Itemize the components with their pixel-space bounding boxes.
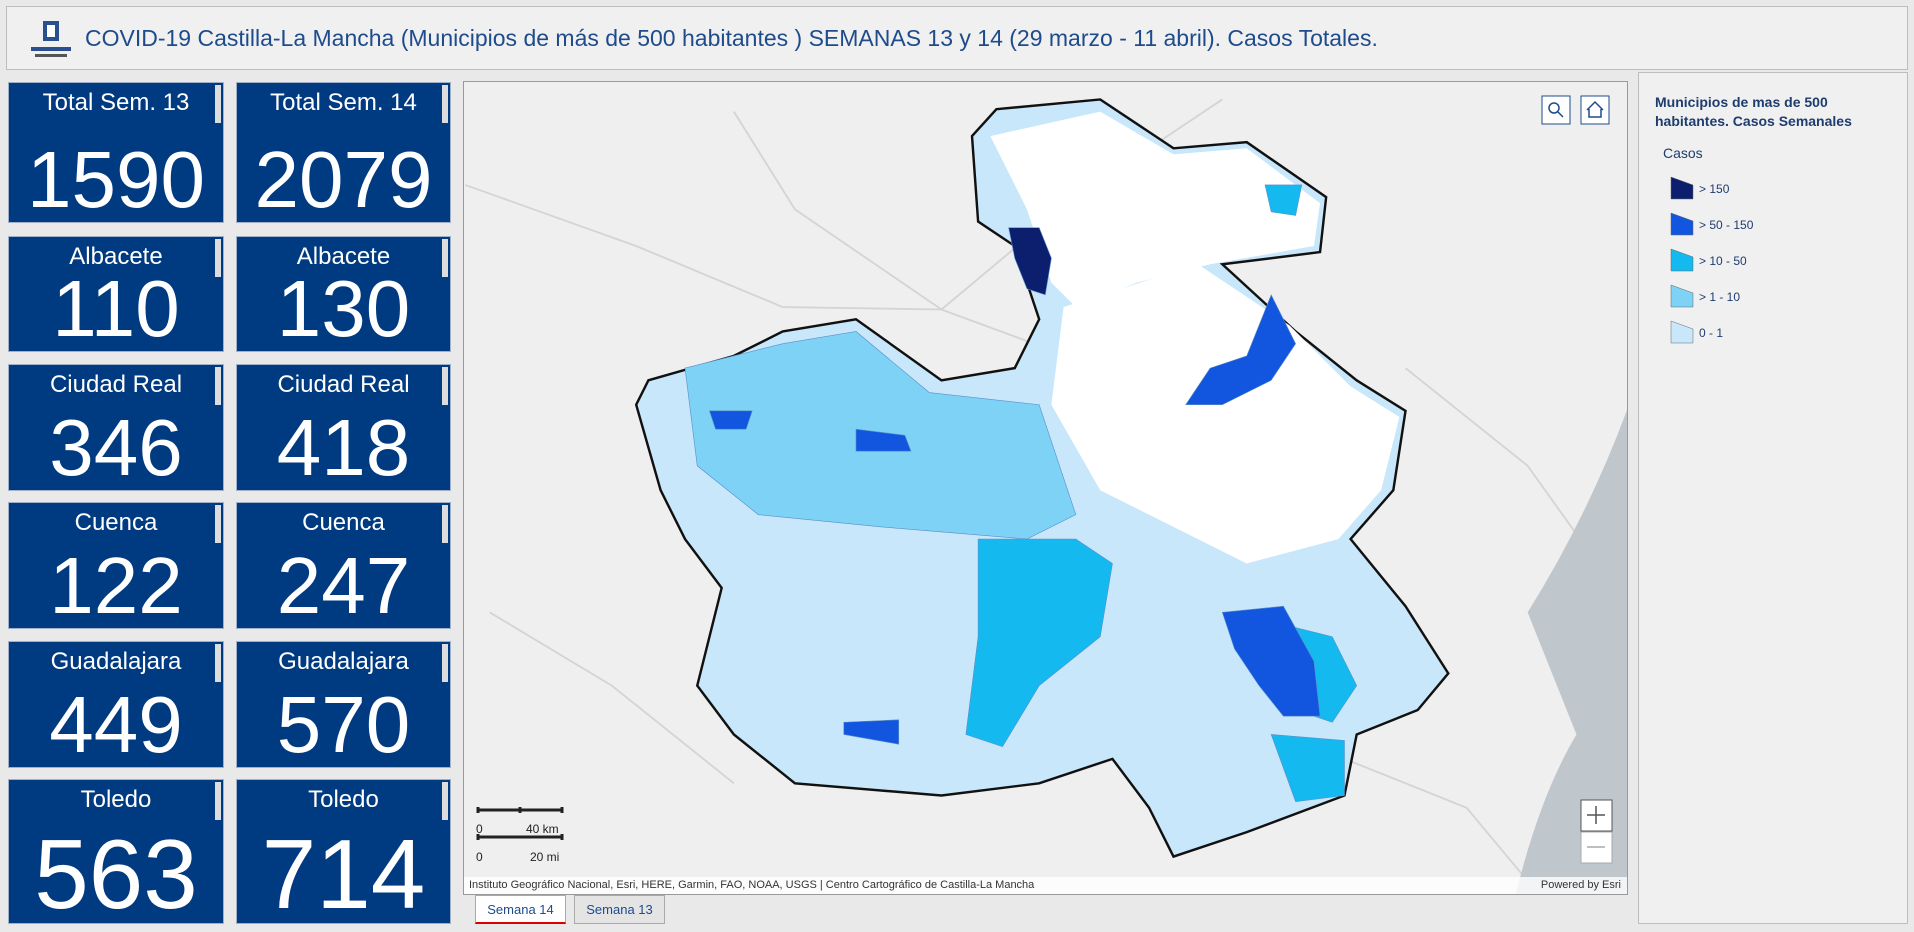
indicator-card: Ciudad Real 418 xyxy=(236,364,451,491)
indicator-value: 130 xyxy=(276,264,411,352)
scale-label: 20 mi xyxy=(530,850,560,864)
legend-label: 0 - 1 xyxy=(1699,326,1724,340)
legend-swatch xyxy=(1670,248,1694,272)
indicator-value: 122 xyxy=(49,541,183,629)
indicator-card: Cuenca 122 xyxy=(8,502,224,629)
indicator-title: Toledo xyxy=(308,786,379,813)
indicator-title: Albacete xyxy=(296,243,391,270)
indicator-value: 563 xyxy=(34,819,198,924)
scrollbar xyxy=(215,85,221,123)
legend-symbol xyxy=(1670,176,1694,200)
legend-symbol xyxy=(1670,320,1694,344)
legend-label: > 1 - 10 xyxy=(1699,290,1741,304)
search-icon xyxy=(1557,111,1564,118)
legend-symbol xyxy=(1670,248,1694,272)
legend-swatch xyxy=(1670,284,1694,308)
indicator-value: 110 xyxy=(52,264,180,352)
white-areas xyxy=(990,111,1400,564)
legend: Municipios de mas de 500 habitantes. Cas… xyxy=(1638,72,1908,924)
indicator-card: Guadalajara 449 xyxy=(8,641,224,768)
indicator-card: Toledo 714 xyxy=(236,779,451,924)
home-button[interactable] xyxy=(1580,95,1610,125)
scrollbar xyxy=(442,782,448,820)
logo xyxy=(31,21,71,57)
scrollbar xyxy=(442,85,448,123)
attribution-bar xyxy=(464,877,1627,894)
indicator-value: 247 xyxy=(276,541,411,629)
legend-label: > 150 xyxy=(1699,182,1730,196)
indicator-card: Total Sem. 14 2079 xyxy=(236,82,451,223)
indicator-card: Albacete 110 xyxy=(8,236,224,352)
map-controls xyxy=(464,95,1627,894)
scale-label: 0 xyxy=(476,850,483,864)
indicator-card: Ciudad Real 346 xyxy=(8,364,224,491)
legend-field: Casos xyxy=(1663,145,1703,161)
legend-symbol xyxy=(1670,284,1694,308)
scale-label: 40 km xyxy=(526,822,559,836)
legend-swatch xyxy=(1670,320,1694,344)
indicator-value: 2079 xyxy=(254,135,433,223)
sea xyxy=(1515,410,1627,894)
home-icon xyxy=(1586,100,1604,118)
header: COVID-19 Castilla-La Mancha (Municipios … xyxy=(6,6,1908,70)
indicator-title: Cuenca xyxy=(302,509,385,536)
map[interactable]: CalatayudMedina del CampoSalamancaSegovi… xyxy=(463,81,1628,895)
scrollbar xyxy=(215,644,221,682)
legend-label: > 10 - 50 xyxy=(1699,254,1747,268)
indicator-title: Guadalajara xyxy=(278,648,409,675)
indicator-value: 449 xyxy=(49,680,183,768)
legend-label: > 50 - 150 xyxy=(1699,218,1754,232)
search-button[interactable] xyxy=(1541,95,1571,125)
scrollbar xyxy=(442,505,448,543)
title: COVID-19 Castilla-La Mancha (Municipios … xyxy=(85,25,1378,51)
indicator-title: Total Sem. 13 xyxy=(42,89,190,116)
map-canvas: CalatayudMedina del CampoSalamancaSegovi… xyxy=(464,98,1627,894)
indicator-value: 714 xyxy=(261,819,426,924)
indicator-value: 346 xyxy=(49,403,183,491)
indicator-title: Albacete xyxy=(69,243,163,270)
legend-swatch xyxy=(1670,176,1694,200)
scrollbar xyxy=(442,367,448,405)
indicator-card: Albacete 130 xyxy=(236,236,451,352)
indicator-value: 418 xyxy=(276,403,411,491)
indicator-card: Guadalajara 570 xyxy=(236,641,451,768)
indicator-title: Guadalajara xyxy=(50,648,182,675)
indicator-value: 1590 xyxy=(27,135,205,223)
indicator-value: 570 xyxy=(276,680,411,768)
scale-bar xyxy=(476,807,564,813)
zoom-in-icon xyxy=(1587,806,1605,824)
indicator-card: Total Sem. 13 1590 xyxy=(8,82,224,223)
scrollbar xyxy=(215,367,221,405)
scrollbar xyxy=(215,239,221,277)
indicator-title: Cuenca xyxy=(74,509,158,536)
search-icon xyxy=(1548,102,1560,114)
indicator-card: Cuenca 247 xyxy=(236,502,451,629)
scrollbar xyxy=(215,505,221,543)
legend-title: Municipios de mas de 500 habitantes. Cas… xyxy=(1655,94,1852,129)
choropleth xyxy=(684,184,1358,802)
tab[interactable]: Semana 14 xyxy=(475,895,566,924)
indicator-card: Toledo 563 xyxy=(8,779,224,924)
tab[interactable]: Semana 13 xyxy=(574,895,665,924)
indicator-title: Total Sem. 14 xyxy=(270,89,417,116)
legend-symbol xyxy=(1670,212,1694,236)
legend-swatch xyxy=(1670,212,1694,236)
scrollbar xyxy=(215,782,221,820)
powered-by: Powered by Esri xyxy=(1540,879,1621,891)
scrollbar xyxy=(442,644,448,682)
attribution: Instituto Geográfico Nacional, Esri, HER… xyxy=(469,879,1035,891)
scale-bar xyxy=(476,834,564,840)
indicator-title: Ciudad Real xyxy=(49,371,183,398)
scale-label: 0 xyxy=(476,822,483,836)
indicator-title: Ciudad Real xyxy=(277,371,410,398)
scrollbar xyxy=(442,239,448,277)
indicator-title: Toledo xyxy=(80,786,152,813)
